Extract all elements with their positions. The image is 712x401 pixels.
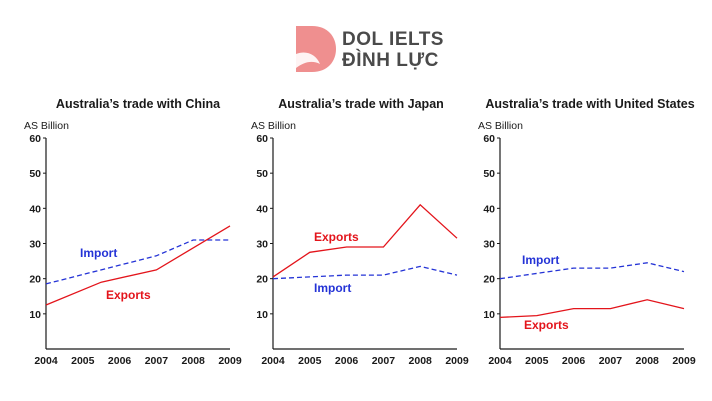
dol-ielts-logo: DOL IELTS ĐÌNH LỰC bbox=[290, 24, 443, 76]
y-tick-label: 30 bbox=[29, 239, 41, 251]
exports-series-label: Exports bbox=[106, 288, 151, 302]
y-tick-label: 40 bbox=[256, 203, 268, 215]
y-tick-label: 60 bbox=[256, 133, 268, 145]
y-tick-label: 30 bbox=[483, 239, 495, 251]
x-tick-label: 2006 bbox=[108, 355, 132, 367]
exports-series-line bbox=[499, 299, 685, 319]
y-tick-label: 40 bbox=[483, 203, 495, 215]
x-tick-label: 2006 bbox=[562, 355, 586, 367]
x-tick-label: 2004 bbox=[488, 355, 512, 367]
y-tick-label: 60 bbox=[483, 133, 495, 145]
y-tick-label: 20 bbox=[256, 274, 268, 286]
x-tick-label: 2008 bbox=[636, 355, 660, 367]
import-series-line bbox=[272, 265, 458, 280]
dol-logo-mark-icon bbox=[296, 26, 336, 72]
x-tick-label: 2007 bbox=[372, 355, 396, 367]
logo-line-1: DOL IELTS bbox=[342, 29, 444, 50]
y-axis-unit-label: AS Billion bbox=[24, 120, 69, 132]
import-series-line bbox=[499, 262, 685, 280]
y-tick-label: 30 bbox=[256, 239, 268, 251]
logo-line-2: ĐÌNH LỰC bbox=[342, 50, 439, 71]
y-tick-label: 10 bbox=[29, 309, 41, 321]
chart-panel-3: Australia’s trade with United States AS B… bbox=[478, 97, 696, 367]
y-tick-label: 20 bbox=[29, 274, 41, 286]
x-tick-label: 2005 bbox=[298, 355, 322, 367]
y-axis-unit-label: AS Billion bbox=[478, 120, 523, 132]
chart-panel-1: Australia’s trade with China AS Billion 10… bbox=[24, 97, 242, 367]
x-tick-label: 2006 bbox=[335, 355, 359, 367]
import-series-label: Import bbox=[522, 253, 559, 267]
chart-title: Australia’s trade with Japan bbox=[278, 97, 444, 111]
x-tick-label: 2005 bbox=[71, 355, 95, 367]
exports-series-line bbox=[45, 225, 231, 306]
y-tick-label: 40 bbox=[29, 203, 41, 215]
x-tick-label: 2004 bbox=[261, 355, 285, 367]
y-tick-label: 20 bbox=[483, 274, 495, 286]
exports-series-label: Exports bbox=[524, 318, 569, 332]
x-tick-label: 2004 bbox=[34, 355, 58, 367]
y-tick-label: 10 bbox=[256, 309, 268, 321]
import-series-label: Import bbox=[80, 246, 117, 260]
exports-series-line bbox=[272, 203, 458, 278]
chart-panel-2: Australia’s trade with Japan AS Billion 10… bbox=[251, 97, 469, 367]
x-tick-label: 2009 bbox=[218, 355, 242, 367]
y-tick-label: 50 bbox=[256, 168, 268, 180]
x-tick-label: 2008 bbox=[409, 355, 433, 367]
x-tick-label: 2007 bbox=[145, 355, 169, 367]
y-tick-label: 50 bbox=[29, 168, 41, 180]
x-tick-label: 2005 bbox=[525, 355, 549, 367]
x-tick-label: 2009 bbox=[445, 355, 469, 367]
y-axis-unit-label: AS Billion bbox=[251, 120, 296, 132]
y-tick-label: 10 bbox=[483, 309, 495, 321]
import-series-line bbox=[45, 239, 230, 285]
y-tick-label: 50 bbox=[483, 168, 495, 180]
import-series-label: Import bbox=[314, 281, 351, 295]
x-tick-label: 2009 bbox=[672, 355, 696, 367]
exports-series-label: Exports bbox=[314, 230, 359, 244]
chart-title: Australia’s trade with United States bbox=[485, 97, 694, 111]
chart-title: Australia’s trade with China bbox=[56, 97, 221, 111]
x-tick-label: 2007 bbox=[599, 355, 623, 367]
y-tick-label: 60 bbox=[29, 133, 41, 145]
x-tick-label: 2008 bbox=[182, 355, 206, 367]
